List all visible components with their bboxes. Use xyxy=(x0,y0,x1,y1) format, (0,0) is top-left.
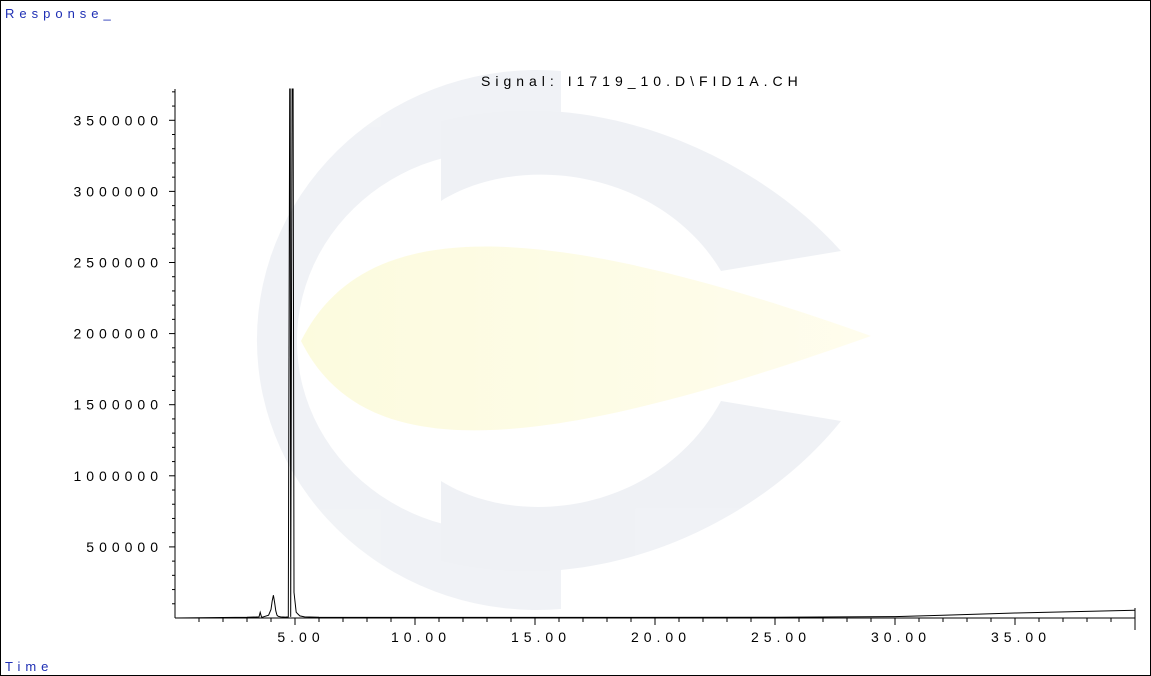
y-tick-label: 500000 xyxy=(86,539,163,555)
x-tick-label: 35.00 xyxy=(991,629,1051,645)
signal-trace xyxy=(174,88,1136,619)
x-tick-label: 25.00 xyxy=(751,629,811,645)
y-axis-ticks xyxy=(169,91,175,605)
x-tick-label: 10.00 xyxy=(391,629,451,645)
y-tick-label: 3500000 xyxy=(73,112,163,128)
y-tick-label: 3000000 xyxy=(73,183,163,199)
y-axis-label: Response_ xyxy=(5,6,116,21)
y-axis-tick-labels: 500000 1000000 1500000 2000000 2500000 300000… xyxy=(73,112,163,555)
chart-title: Signal: I1719_10.D\FID1A.CH xyxy=(481,73,803,89)
x-tick-label: 30.00 xyxy=(871,629,931,645)
y-tick-label: 2500000 xyxy=(73,254,163,270)
x-axis-tick-labels: 5.00 10.00 15.00 20.00 25.00 30.00 35.00 xyxy=(277,629,1051,645)
watermark-logo xyxy=(256,69,871,610)
x-axis-ticks xyxy=(198,608,1136,630)
y-tick-label: 1500000 xyxy=(73,397,163,413)
x-axis-label: Time xyxy=(5,659,53,674)
y-tick-label: 1000000 xyxy=(73,468,163,484)
x-tick-label: 20.00 xyxy=(631,629,691,645)
x-tick-label: 5.00 xyxy=(277,629,324,645)
x-tick-label: 15.00 xyxy=(511,629,571,645)
y-tick-label: 2000000 xyxy=(73,326,163,342)
